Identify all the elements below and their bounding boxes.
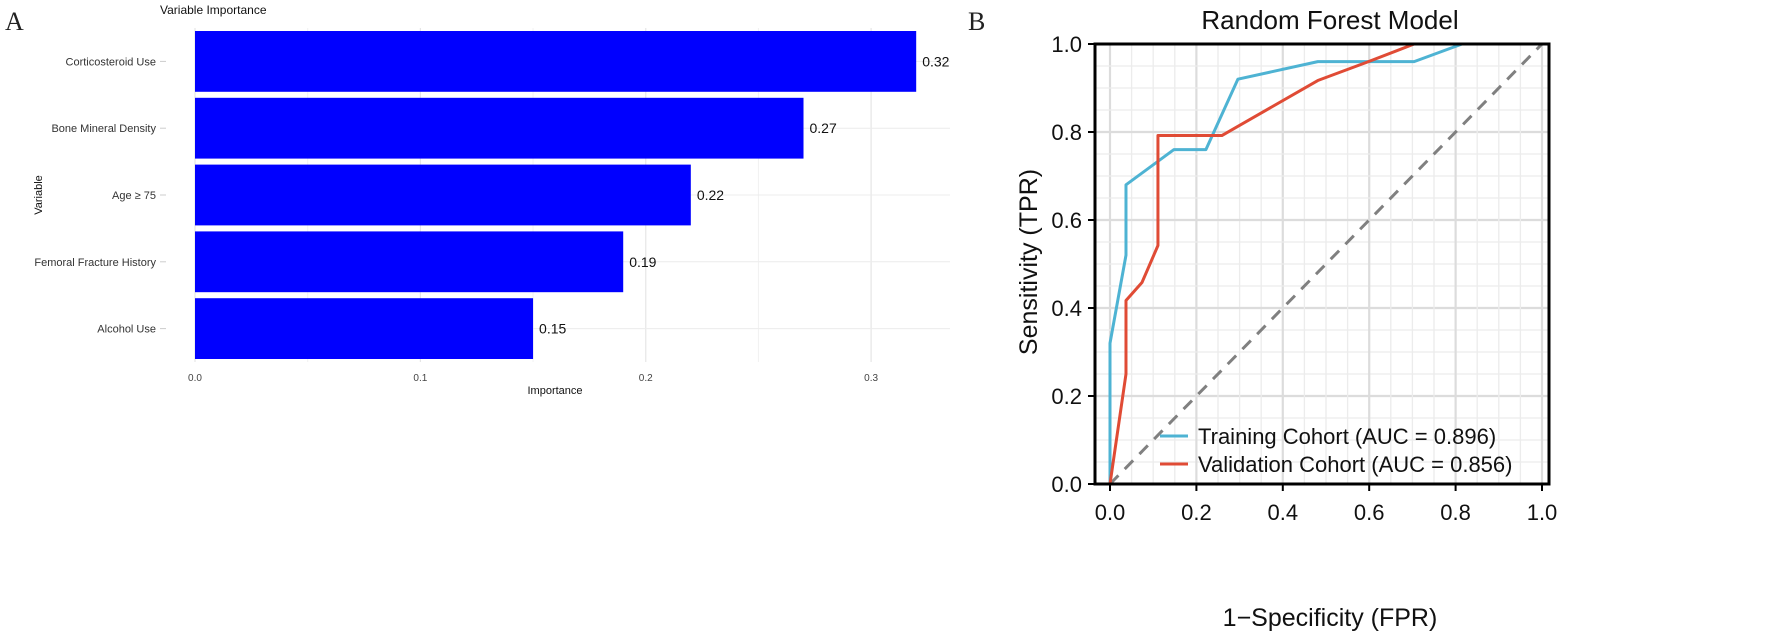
legend-label-0: Training Cohort (AUC = 0.896)	[1198, 424, 1496, 449]
chart-b-reference-line	[1108, 42, 1544, 486]
bar-value-label-3: 0.19	[629, 254, 656, 270]
chart-a-title: Variable Importance	[160, 3, 267, 17]
chart-a-y-axis-title: Variable	[33, 175, 45, 215]
bar-1	[195, 97, 804, 159]
y-tick-label-3: 0.6	[1051, 208, 1082, 233]
chart-b-title: Random Forest Model	[1201, 5, 1458, 35]
x-tick-label-0: 0.0	[1095, 500, 1126, 525]
x-tick-label-3: 0.6	[1354, 500, 1385, 525]
y-tick-label-5: 1.0	[1051, 32, 1082, 57]
bar-value-label-1: 0.27	[810, 120, 837, 136]
x-tick-label-5: 1.0	[1527, 500, 1558, 525]
y-tick-label-1: 0.2	[1051, 384, 1082, 409]
chart-b-tick-labels: 0.0 0.0 0.2 0.2 0.4 0.4 0.6 0.6 0.8 0.8 1.0 1.0	[1051, 32, 1557, 525]
x-tick-label-1: 0.2	[1181, 500, 1212, 525]
y-tick-label-4: 0.8	[1051, 120, 1082, 145]
category-label-2: Age ≥ 75	[112, 190, 156, 202]
x-tick-label-4: 0.8	[1440, 500, 1471, 525]
chart-b-legend: Training Cohort (AUC = 0.896) Validation …	[1160, 424, 1512, 477]
chart-b-grid	[1095, 42, 1549, 486]
bar-3	[195, 231, 624, 293]
y-tick-label-0: 0.0	[1051, 472, 1082, 497]
category-label-1: Bone Mineral Density	[51, 123, 156, 135]
chart-b-series	[1108, 42, 1542, 485]
bar-2	[195, 164, 691, 226]
chart-a-category-labels: Corticosteroid Use Bone Mineral Density Ag…	[34, 56, 166, 336]
chart-b-plot-border	[1093, 42, 1551, 486]
reference-diagonal-line	[1108, 42, 1544, 486]
panel-b-label: B	[968, 7, 985, 36]
x-tick-label-2: 0.2	[639, 373, 653, 384]
x-tick-label-1: 0.1	[413, 373, 427, 384]
x-tick-label-2: 0.4	[1268, 500, 1299, 525]
chart-a-bars: 0.32 0.27 0.22 0.19 0.15	[195, 31, 950, 359]
panel-a: A Variable Importance 0.320.270.220.190.…	[5, 3, 950, 397]
bar-0	[195, 31, 917, 92]
y-tick-label-2: 0.4	[1051, 296, 1082, 321]
bar-value-label-2: 0.22	[697, 187, 724, 203]
series-line-0	[1108, 42, 1542, 484]
x-tick-label-3: 0.3	[864, 373, 878, 384]
chart-b-y-axis-title: Sensitivity (TPR)	[1015, 169, 1043, 355]
category-label-0: Corticosteroid Use	[66, 56, 156, 68]
bar-value-label-4: 0.15	[539, 321, 566, 337]
legend-label-1: Validation Cohort (AUC = 0.856)	[1198, 452, 1512, 477]
panel-a-label: A	[5, 7, 24, 36]
series-line-1	[1108, 42, 1542, 485]
chart-b-x-axis-title: 1−Specificity (FPR)	[1223, 604, 1438, 632]
bar-4	[195, 298, 534, 359]
chart-a-x-tick-labels: 0.0 0.1 0.2 0.3	[188, 373, 878, 384]
category-label-4: Alcohol Use	[97, 324, 156, 336]
panel-b: B Random Forest Model 0.0 0.0 0.2 0.2 0.4 0.4…	[968, 5, 1557, 632]
bar-value-label-0: 0.32	[922, 53, 949, 69]
category-label-3: Femoral Fracture History	[34, 257, 156, 269]
x-tick-label-0: 0.0	[188, 373, 202, 384]
chart-a-x-axis-title: Importance	[527, 385, 582, 397]
